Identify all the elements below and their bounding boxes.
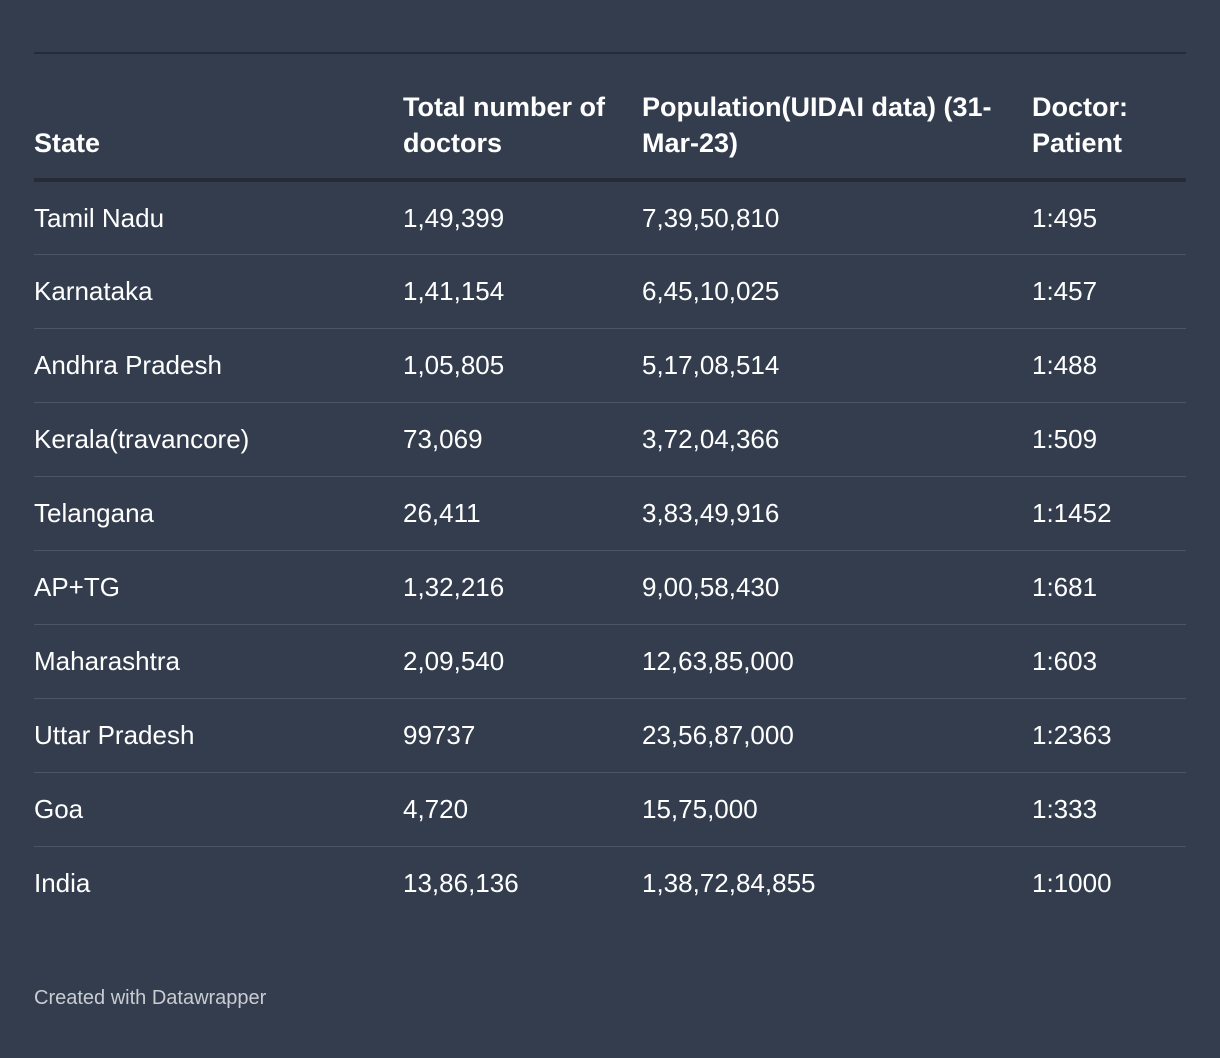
table-row: Karnataka 1,41,154 6,45,10,025 1:457 <box>34 254 1186 329</box>
header-state: State <box>34 54 403 182</box>
cell-doctor-patient: 1:488 <box>1032 328 1186 403</box>
table-row: Uttar Pradesh 99737 23,56,87,000 1:2363 <box>34 698 1186 773</box>
cell-total-doctors: 73,069 <box>403 402 642 477</box>
table-row: Andhra Pradesh 1,05,805 5,17,08,514 1:488 <box>34 328 1186 403</box>
table-header: State Total number of doctors Population(U… <box>34 54 1186 182</box>
cell-total-doctors: 4,720 <box>403 772 642 847</box>
table-row: AP+TG 1,32,216 9,00,58,430 1:681 <box>34 550 1186 625</box>
cell-population: 7,39,50,810 <box>642 180 1032 255</box>
cell-population: 3,72,04,366 <box>642 402 1032 477</box>
table-row: India 13,86,136 1,38,72,84,855 1:1000 <box>34 846 1186 920</box>
cell-state: Andhra Pradesh <box>34 328 403 403</box>
cell-doctor-patient: 1:1452 <box>1032 476 1186 551</box>
cell-state: India <box>34 868 91 899</box>
footer-credit: Created with Datawrapper <box>34 987 267 1009</box>
cell-population: 6,45,10,025 <box>642 254 1032 329</box>
header-population: Population(UIDAI data) (31-Mar-23) <box>642 54 1032 182</box>
table-row: Goa 4,720 15,75,000 1:333 <box>34 772 1186 847</box>
cell-doctor-patient: 1:681 <box>1032 550 1186 625</box>
data-table-container: State Total number of doctors Population(U… <box>34 52 1186 920</box>
cell-population: 3,83,49,916 <box>642 476 1032 551</box>
table-body: Tamil Nadu 1,49,399 7,39,50,810 1:495 Karnat… <box>34 180 1186 920</box>
table-top-rule <box>34 52 1186 54</box>
cell-doctor-patient: 1:509 <box>1032 402 1186 477</box>
cell-population: 5,17,08,514 <box>642 328 1032 403</box>
cell-state: Tamil Nadu <box>34 180 403 255</box>
table-row: Telangana 26,411 3,83,49,916 1:1452 <box>34 476 1186 551</box>
cell-doctor-patient: 1:457 <box>1032 254 1186 329</box>
cell-doctor-patient: 1:2363 <box>1032 698 1186 773</box>
header-row: State Total number of doctors Population(U… <box>34 54 1186 182</box>
cell-total-doctors: 13,86,136 <box>403 868 519 899</box>
cell-population: 1,38,72,84,855 <box>642 868 816 899</box>
cell-total-doctors: 99737 <box>403 698 642 773</box>
cell-population: 12,63,85,000 <box>642 624 1032 699</box>
cell-doctor-patient: 1:495 <box>1032 180 1186 255</box>
cell-total-doctors: 1,05,805 <box>403 328 642 403</box>
cell-doctor-patient: 1:603 <box>1032 624 1186 699</box>
cell-doctor-patient: 1:333 <box>1032 772 1186 847</box>
cell-state: Goa <box>34 772 403 847</box>
cell-population: 9,00,58,430 <box>642 550 1032 625</box>
doctors-table: State Total number of doctors Population(U… <box>34 54 1186 920</box>
cell-state: Kerala(travancore) <box>34 402 403 477</box>
cell-doctor-patient: 1:1000 <box>1032 868 1112 899</box>
cell-state: Karnataka <box>34 254 403 329</box>
table-row: Maharashtra 2,09,540 12,63,85,000 1:603 <box>34 624 1186 699</box>
cell-total-doctors: 2,09,540 <box>403 624 642 699</box>
cell-total-doctors: 1,32,216 <box>403 550 642 625</box>
cell-total-doctors: 26,411 <box>403 476 642 551</box>
cell-state: AP+TG <box>34 550 403 625</box>
cell-population: 15,75,000 <box>642 772 1032 847</box>
table-row: Kerala(travancore) 73,069 3,72,04,366 1:509 <box>34 402 1186 477</box>
cell-state: Telangana <box>34 476 403 551</box>
cell-population: 23,56,87,000 <box>642 698 1032 773</box>
cell-state: Maharashtra <box>34 624 403 699</box>
header-doctor-patient: Doctor: Patient <box>1032 54 1186 182</box>
cell-total-doctors: 1,49,399 <box>403 180 642 255</box>
table-row: Tamil Nadu 1,49,399 7,39,50,810 1:495 <box>34 180 1186 255</box>
cell-state: Uttar Pradesh <box>34 698 403 773</box>
header-total-doctors: Total number of doctors <box>403 54 642 182</box>
cell-total-doctors: 1,41,154 <box>403 254 642 329</box>
